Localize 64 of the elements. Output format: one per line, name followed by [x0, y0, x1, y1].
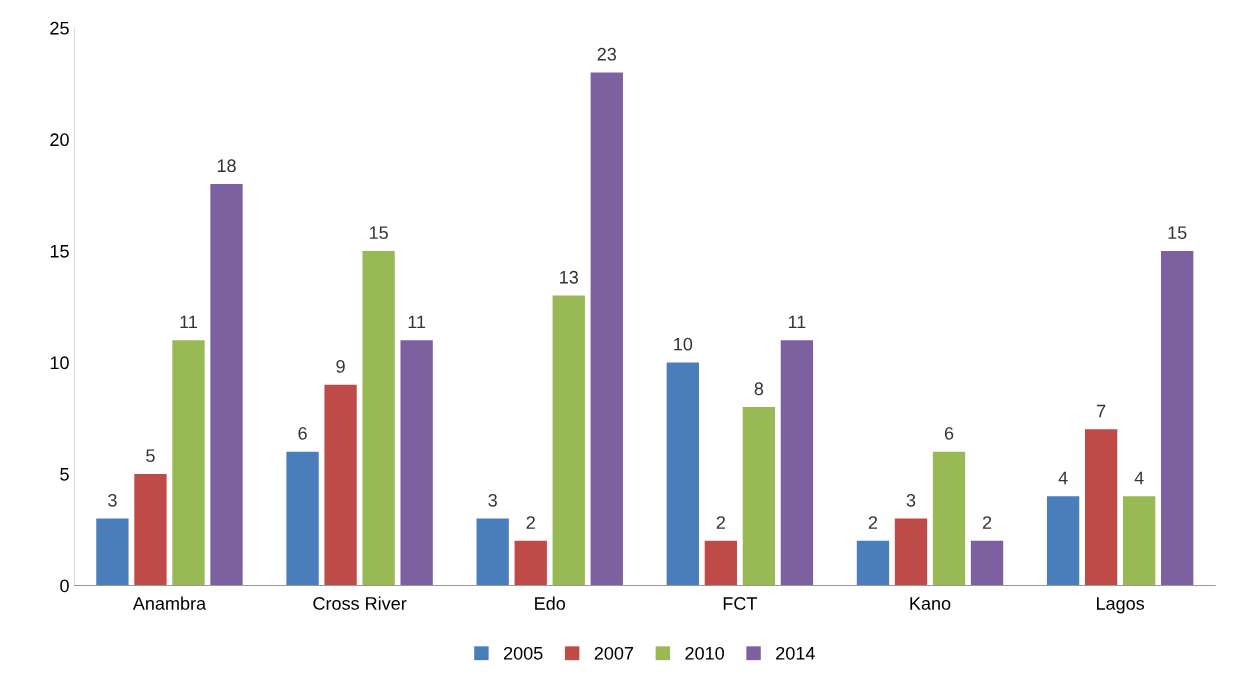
bar [894, 518, 928, 586]
data-label: 3 [108, 493, 117, 507]
bar [742, 407, 776, 586]
y-tick-label: 15 [50, 245, 69, 258]
bar [932, 451, 966, 586]
data-label: 6 [298, 426, 307, 440]
legend-label: 2014 [776, 646, 815, 660]
bar [1122, 496, 1156, 586]
data-label: 13 [560, 270, 578, 284]
bar [286, 451, 319, 586]
data-label: 9 [336, 360, 345, 373]
x-tick-label: Kano [910, 597, 951, 610]
data-label: 2 [982, 516, 992, 529]
bar [704, 540, 738, 586]
y-tick-label: 5 [60, 468, 69, 481]
bar [172, 340, 205, 586]
data-label: 18 [217, 159, 236, 173]
bar [476, 518, 509, 586]
data-label: 2 [868, 516, 878, 529]
y-tick-label: 20 [50, 133, 69, 147]
bar [552, 295, 585, 586]
bar [324, 384, 357, 586]
bar [134, 473, 167, 586]
data-label: 23 [597, 47, 617, 61]
x-tick-label: Cross River [313, 596, 407, 610]
data-label: 2 [716, 516, 725, 529]
bar [400, 340, 433, 586]
data-label: 4 [1058, 471, 1068, 485]
x-tick-label: FCT [723, 597, 757, 610]
y-tick-label: 25 [50, 21, 69, 35]
bar [970, 540, 1004, 586]
data-label: 4 [1134, 471, 1144, 485]
data-label: 2 [526, 516, 535, 529]
data-label: 10 [674, 337, 693, 351]
bar [1161, 250, 1194, 586]
bar [96, 518, 129, 586]
bar [362, 250, 395, 586]
data-label: 7 [1097, 404, 1106, 418]
bar [666, 362, 699, 586]
data-label: 11 [788, 315, 806, 329]
data-label: 3 [906, 493, 916, 507]
bar [590, 72, 623, 586]
y-tick-label: 0 [60, 579, 69, 593]
legend-label: 2007 [594, 646, 634, 660]
x-tick-label: Lagos [1097, 597, 1145, 614]
legend-label: 2005 [503, 646, 543, 660]
bar [210, 184, 243, 586]
data-label: 15 [369, 226, 388, 240]
bar [856, 540, 890, 586]
bar [1084, 429, 1118, 586]
data-label: 11 [408, 315, 426, 329]
legend-label: 2010 [685, 646, 724, 660]
x-tick-label: Edo [535, 596, 566, 610]
bar [1046, 496, 1080, 586]
data-label: 11 [180, 315, 197, 329]
y-tick-label: 10 [50, 356, 69, 370]
data-label: 3 [488, 493, 497, 507]
data-label: 6 [944, 426, 954, 440]
bar [514, 540, 547, 586]
x-tick-label: Anambra [132, 596, 207, 610]
data-label: 5 [146, 449, 155, 463]
data-label: 8 [754, 382, 764, 396]
data-label: 15 [1168, 226, 1187, 240]
bar [780, 340, 814, 586]
